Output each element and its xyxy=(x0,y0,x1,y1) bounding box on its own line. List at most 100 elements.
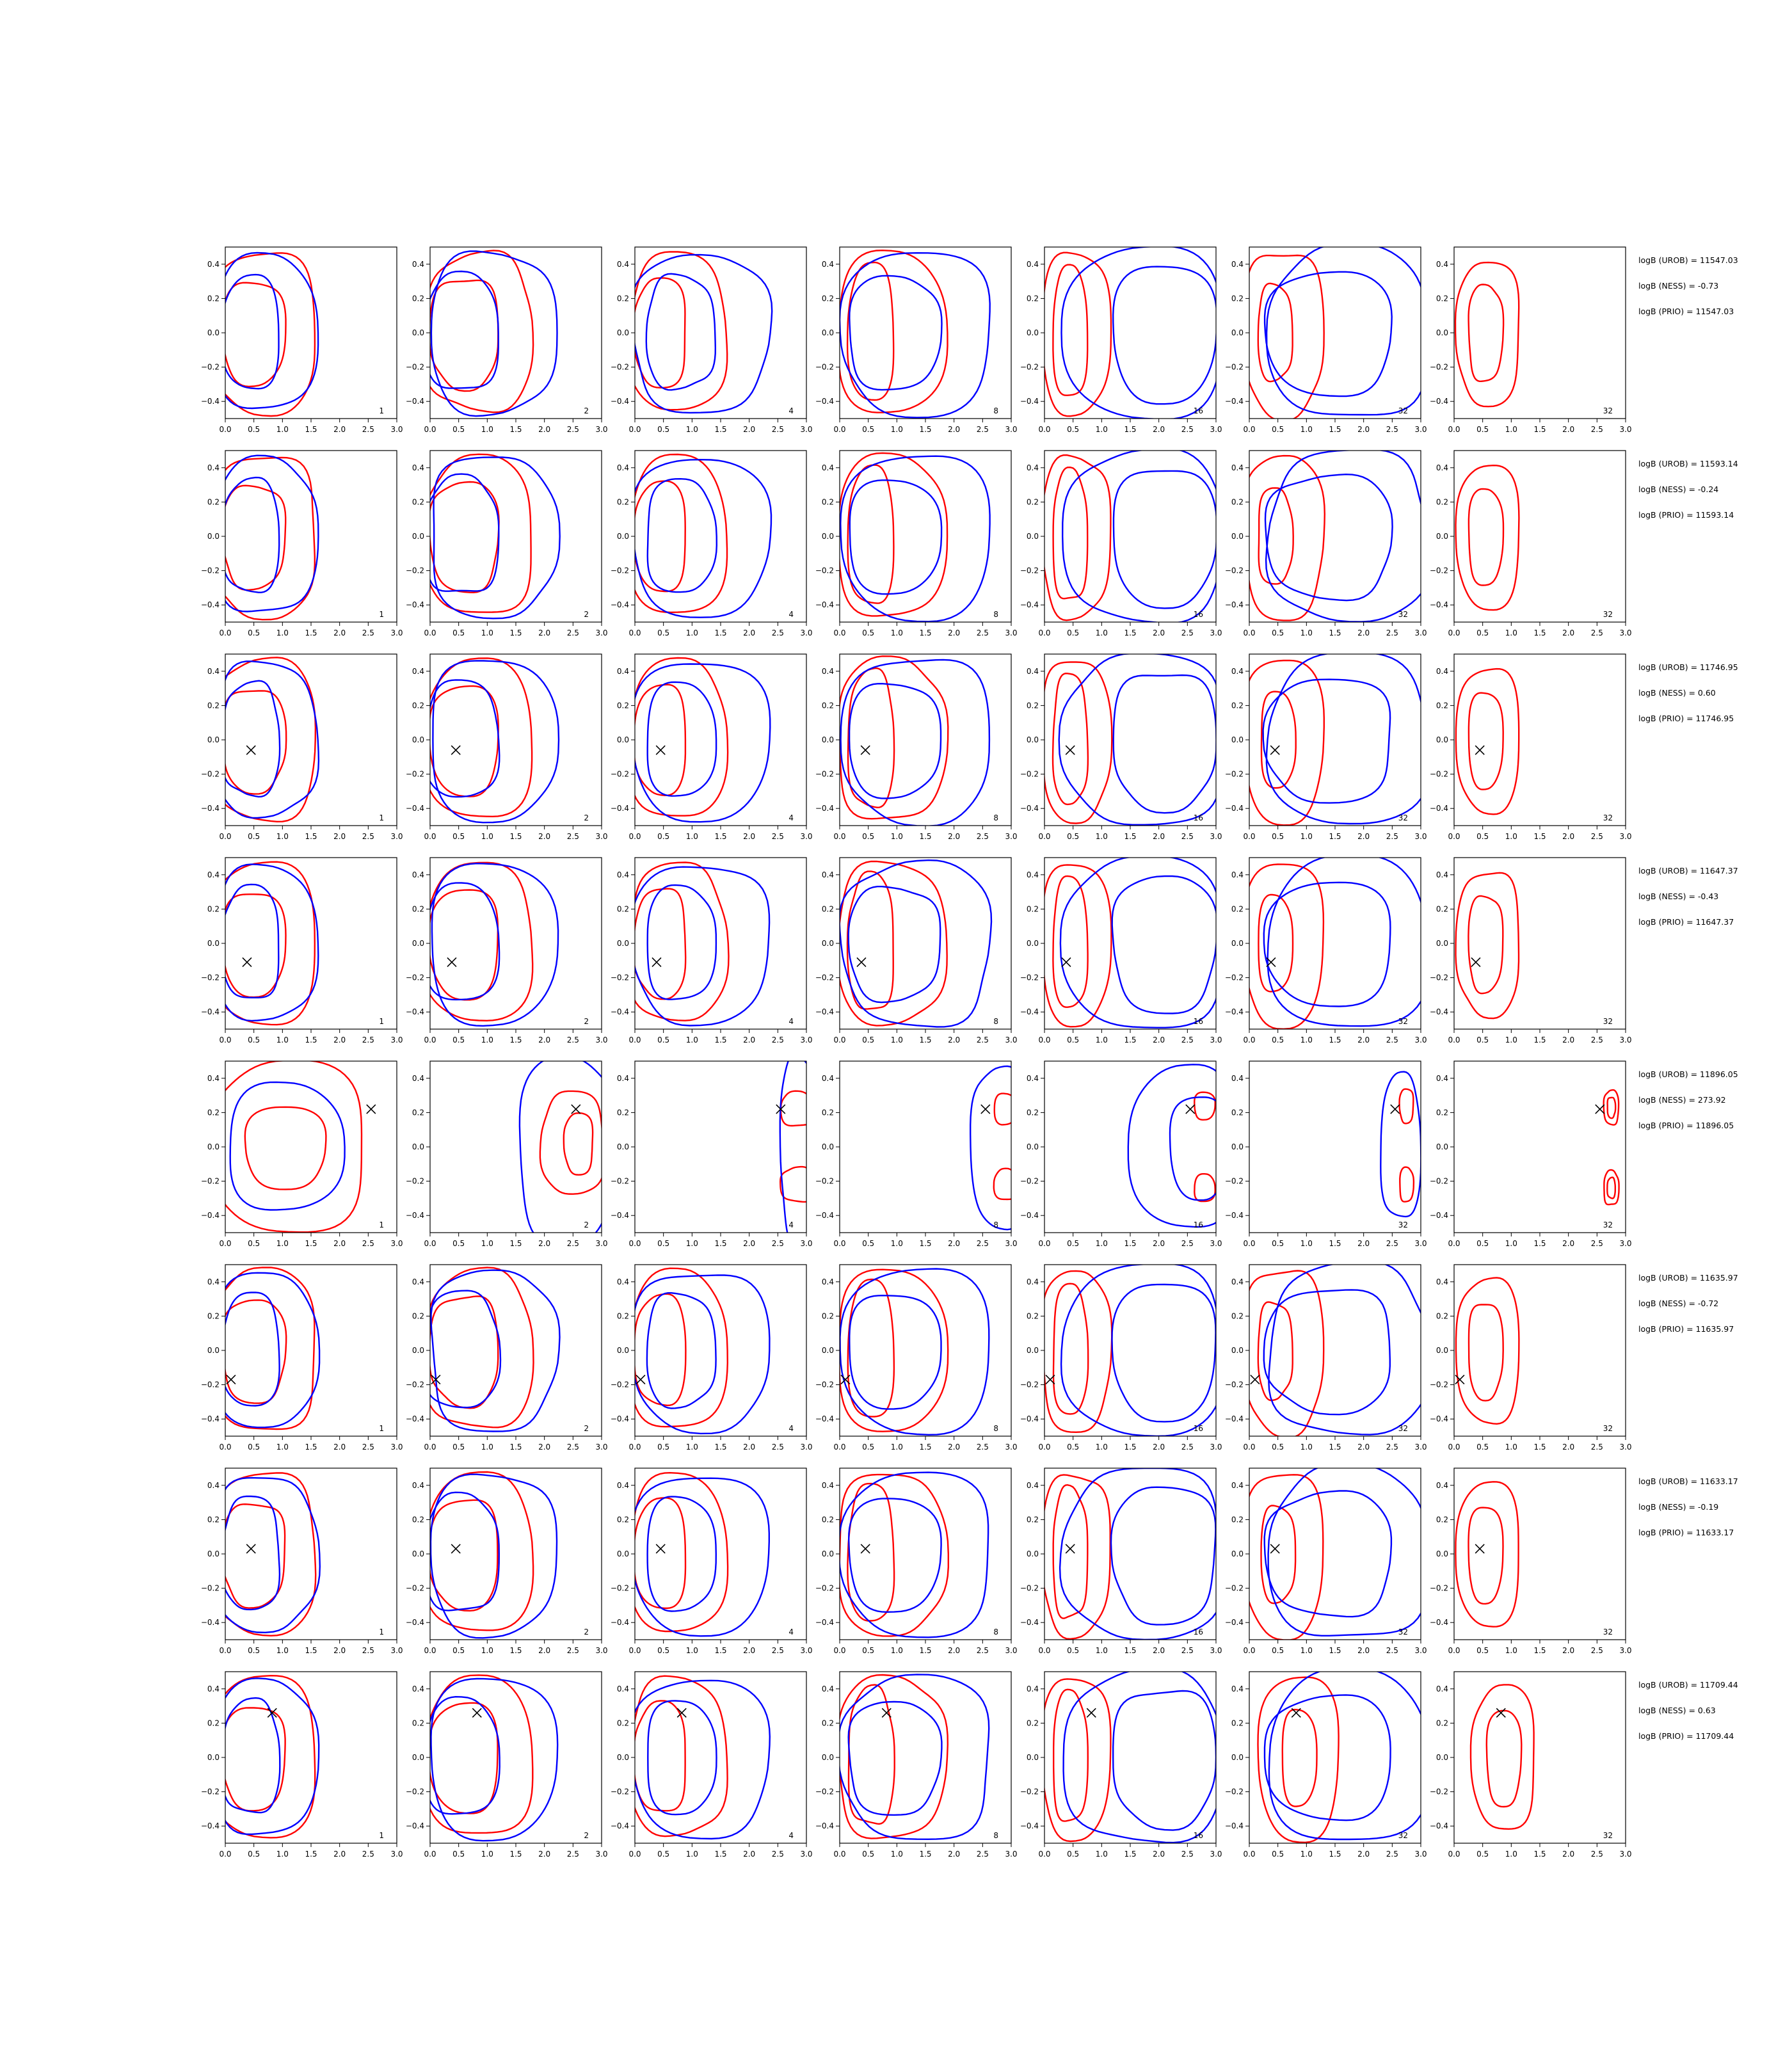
y-tick-label: −0.2 xyxy=(1020,973,1039,982)
panel-number-label: 16 xyxy=(1194,610,1203,619)
x-tick-label: 2.5 xyxy=(1386,1443,1398,1452)
y-tick-label: 0.4 xyxy=(207,463,220,472)
y-tick-label: 0.0 xyxy=(412,532,424,541)
y-tick-label: 0.4 xyxy=(1231,463,1244,472)
x-tick-label: 3.0 xyxy=(1005,1850,1017,1859)
panel-number-label: 8 xyxy=(993,406,998,415)
contour-set xyxy=(1249,858,1421,1029)
y-tick-label: −0.4 xyxy=(406,1007,424,1016)
x-tick-label: 2.5 xyxy=(977,1443,989,1452)
x-tick-label: 0.5 xyxy=(248,1646,260,1655)
x-tick-label: 2.5 xyxy=(1181,1036,1194,1044)
y-tick-label: 0.4 xyxy=(207,1481,220,1490)
panel-number-label: 32 xyxy=(1398,1424,1408,1433)
y-tick-label: −0.4 xyxy=(1020,397,1039,406)
x-tick-label: 1.0 xyxy=(276,832,289,841)
contour-set xyxy=(635,657,771,823)
y-tick-label: 0.4 xyxy=(207,870,220,879)
red-contour xyxy=(225,1267,316,1430)
y-tick-label: −0.4 xyxy=(815,1007,834,1016)
x-tick-label: 2.0 xyxy=(948,1850,960,1859)
y-tick-label: −0.2 xyxy=(1020,363,1039,372)
axes-frame xyxy=(225,1060,397,1233)
x-tick-label: 1.0 xyxy=(481,1239,493,1248)
x-tick-label: 1.0 xyxy=(1096,832,1108,841)
x-tick-label: 3.0 xyxy=(1414,425,1427,434)
blue-contour xyxy=(225,883,280,998)
y-tick-label: 0.0 xyxy=(207,1549,220,1558)
x-tick-label: 2.5 xyxy=(1591,1850,1603,1859)
x-tick-label: 0.5 xyxy=(248,1443,260,1452)
red-contour xyxy=(847,1684,895,1825)
blue-contour xyxy=(635,1274,771,1435)
contour-set xyxy=(1249,1468,1421,1640)
x-tick-label: 2.5 xyxy=(362,1646,374,1655)
subplot: 0.0 0.5 1.0 1.5 2.0 2.5 3.0 −0.4 −0.2 0.0 0.2 0.4 16 xyxy=(1020,1060,1222,1248)
x-tick-label: 3.0 xyxy=(1619,832,1631,841)
contour-set xyxy=(1044,1672,1216,1843)
subplot: 0.0 0.5 1.0 1.5 2.0 2.5 3.0 −0.4 −0.2 0.0 0.2 0.4 32 xyxy=(1430,1264,1632,1452)
x-tick-label: 0.0 xyxy=(1448,628,1460,637)
contour-set xyxy=(1044,654,1216,826)
y-tick-label: 0.4 xyxy=(1436,1481,1448,1490)
x-tick-label: 0.5 xyxy=(862,1646,874,1655)
y-tick-label: 0.4 xyxy=(412,667,424,676)
y-tick-label: 0.4 xyxy=(207,1074,220,1083)
x-tick-label: 1.5 xyxy=(919,1646,931,1655)
y-tick-label: 0.4 xyxy=(207,260,220,269)
x-tick-label: 0.0 xyxy=(424,1036,436,1044)
true-value-marker xyxy=(242,957,252,968)
axes-frame xyxy=(1249,857,1421,1030)
blue-contour xyxy=(1060,247,1216,419)
y-tick-label: −0.2 xyxy=(406,1584,424,1593)
y-tick-label: 0.0 xyxy=(1027,735,1039,744)
y-tick-label: 0.2 xyxy=(1027,1108,1039,1117)
y-tick-label: 0.2 xyxy=(1231,1311,1244,1320)
y-tick-label: −0.4 xyxy=(1225,1821,1244,1830)
x-tick-label: 2.5 xyxy=(567,1646,579,1655)
panel-number-label: 16 xyxy=(1194,813,1203,822)
y-tick-label: 0.2 xyxy=(1027,1515,1039,1524)
panel-number-label: 32 xyxy=(1603,1017,1613,1026)
x-tick-label: 3.0 xyxy=(1005,1646,1017,1655)
x-tick-label: 1.5 xyxy=(1124,1036,1136,1044)
contour-set xyxy=(840,1268,990,1436)
contour-set xyxy=(1469,1684,1535,1830)
subplot: 0.0 0.5 1.0 1.5 2.0 2.5 3.0 −0.4 −0.2 0.0 0.2 0.4 4 xyxy=(611,246,813,434)
blue-contour xyxy=(1059,858,1216,1028)
y-tick-label: 0.2 xyxy=(412,1311,424,1320)
red-contour xyxy=(1258,487,1294,585)
y-tick-label: 0.0 xyxy=(207,1346,220,1355)
blue-contour xyxy=(1263,1289,1391,1416)
x-tick-label: 1.5 xyxy=(1329,1646,1341,1655)
panel-number-label: 32 xyxy=(1603,1220,1613,1229)
y-tick-label: −0.4 xyxy=(201,397,220,406)
x-tick-label: 1.5 xyxy=(1124,1443,1136,1452)
x-tick-label: 2.5 xyxy=(1181,1850,1194,1859)
axes-frame xyxy=(1044,857,1217,1030)
logB-ness-annotation: logB (NESS) = -0.72 xyxy=(1638,1299,1718,1308)
x-tick-label: 1.0 xyxy=(276,1036,289,1044)
y-tick-label: 0.0 xyxy=(1231,532,1244,541)
panel-number-label: 1 xyxy=(379,1424,384,1433)
y-tick-label: 0.4 xyxy=(1231,1481,1244,1490)
true-value-marker xyxy=(1061,957,1071,968)
blue-contour xyxy=(225,863,319,1022)
subplot: 0.0 0.5 1.0 1.5 2.0 2.5 3.0 −0.4 −0.2 0.0 0.2 0.4 32 xyxy=(1225,450,1427,637)
x-tick-label: 0.0 xyxy=(1448,1443,1460,1452)
true-value-marker xyxy=(655,1544,666,1554)
x-tick-label: 1.0 xyxy=(686,1443,698,1452)
x-tick-label: 0.5 xyxy=(452,1239,465,1248)
subplot: 0.0 0.5 1.0 1.5 2.0 2.5 3.0 −0.4 −0.2 0.0 0.2 0.4 16 xyxy=(1020,450,1222,637)
subplot: 0.0 0.5 1.0 1.5 2.0 2.5 3.0 −0.4 −0.2 0.0 0.2 0.4 4 xyxy=(611,1671,813,1859)
y-tick-label: 0.4 xyxy=(1231,260,1244,269)
x-tick-label: 1.5 xyxy=(509,425,522,434)
panel-number-label: 8 xyxy=(993,1831,998,1840)
panel-number-label: 2 xyxy=(584,1424,589,1433)
y-tick-label: 0.0 xyxy=(207,1142,220,1151)
y-tick-label: −0.2 xyxy=(406,1380,424,1389)
red-contour xyxy=(780,1090,806,1127)
blue-contour xyxy=(646,884,717,1000)
contour-set xyxy=(225,1472,321,1637)
y-tick-label: 0.2 xyxy=(412,1108,424,1117)
